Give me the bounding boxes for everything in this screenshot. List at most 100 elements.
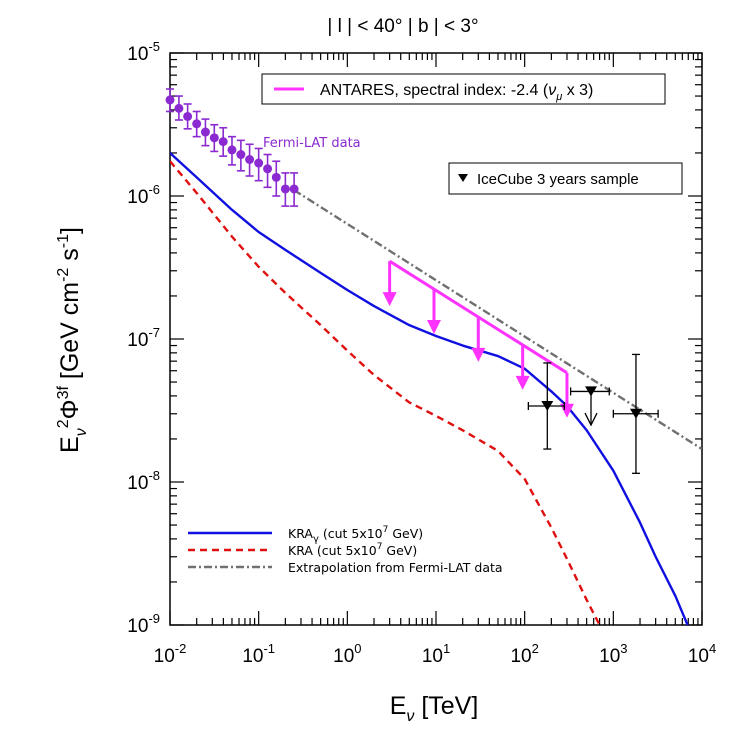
y-axis-label: Eν2Φ3f [GeV cm-2 s-1] [55,227,90,453]
icecube-legend-label: IceCube 3 years sample [477,171,639,188]
y-tick-label: 10-9 [127,611,160,637]
antares-arrow-head [515,375,530,390]
fermi-point [183,111,193,121]
x-tick-base: 10 [333,646,354,667]
x-tick-exp: 1 [443,641,450,656]
icecube-points [527,353,659,474]
legend-rest: (cut 5x10 [313,543,377,558]
x-axis-label: Eν [TeV] [390,692,479,725]
antares-legend-label: ANTARES, spectral index: -2.4 (νμ x 3) [320,82,593,103]
axis-ticks [169,52,703,626]
y-axis-label-group: Eν2Φ3f [GeV cm-2 s-1] [55,227,90,453]
x-tick-base: 10 [688,646,709,667]
y-label-s: s [56,248,84,267]
fermi-point [165,95,175,105]
x-tick-exp: 0 [354,641,361,656]
fermi-point [271,172,281,182]
x-tick-base: 10 [422,646,443,667]
icecube-marker [541,400,554,411]
legend-label-2: Extrapolation from Fermi-LAT data [288,560,503,575]
legend-name: KRA [288,543,313,558]
x-tick-label: 10-1 [242,641,275,667]
x-tick-label: 101 [422,641,450,667]
x-tick-base: 10 [599,646,620,667]
antares-upper-limit [382,259,574,418]
plot-border [169,52,703,626]
antares-legend-nu: ν [548,82,556,99]
fermi-point [227,145,237,155]
legend-label-1: KRA (cut 5x107 GeV) [288,542,417,558]
fermi-point [200,127,210,137]
x-tick-base: 10 [154,646,175,667]
antares-legend-text: ANTARES, spectral index: -2.4 ( [320,82,549,99]
chart-title: | l | < 40° | b | < 3° [327,16,478,37]
fermi-point [263,164,273,174]
icecube-ul-head [584,412,598,427]
y-tick-base: 10 [127,473,148,494]
x-tick-exp: 2 [532,641,539,656]
fermi-point [192,119,202,129]
x-tick-exp: -1 [263,641,275,656]
x-tick-label: 102 [510,641,538,667]
legend-name: Extrapolation from Fermi-LAT data [288,560,503,575]
y-tick-exp: -7 [148,325,160,340]
x-tick-label: 100 [333,641,361,667]
fermi-point [254,158,264,168]
x-tick-exp: 4 [709,641,716,656]
legend-label-0: KRAγ (cut 5x107 GeV) [288,525,423,545]
y-tick-labels: 10-910-810-710-610-5 [127,39,160,637]
fermi-point [174,103,184,113]
x-tick-base: 10 [510,646,531,667]
antares-legend-tail: x 3) [562,82,593,99]
antares-arrow-head [382,292,397,307]
fermi-point [280,184,290,194]
fermi-point [218,137,228,147]
y-label-e: E [56,436,84,453]
icecube-legend-box [448,162,683,195]
y-label-3f: 3f [55,386,72,400]
y-tick-exp: -5 [148,39,160,54]
icecube-marker [585,386,598,397]
x-tick-label: 10-2 [154,641,187,667]
icecube-legend-marker [458,174,468,182]
y-label-m2: -2 [55,268,72,282]
y-tick-label: 10-7 [127,325,160,351]
fermi-point [209,133,219,143]
series-line-2 [293,189,702,451]
fermi-lat-label: Fermi-LAT data [263,136,361,151]
legend-exp: 7 [377,542,383,552]
series-layer [170,152,702,625]
y-tick-base: 10 [127,44,148,65]
plot-frame [169,52,703,626]
y-label-m1: -1 [55,234,72,248]
y-tick-exp: -9 [148,611,160,626]
y-tick-label: 10-8 [127,468,160,494]
legend-sub: γ [313,534,319,545]
x-tick-labels: 10-2 10-1 100 101 102 103 104 [154,641,717,667]
y-label-unit: [GeV cm [56,282,84,386]
fermi-point [236,150,246,160]
y-tick-label: 10-6 [127,182,160,208]
fermi-point [245,154,255,164]
antares-legend-box [261,73,666,105]
y-label-nu: ν [73,428,90,436]
y-label-close: ] [56,227,84,234]
series-line-1 [170,160,601,625]
antares-arrow-head [426,320,441,335]
y-label-2: 2 [55,419,72,428]
legend-exp: 7 [383,525,389,535]
y-tick-base: 10 [127,616,148,637]
icecube-marker [629,408,642,419]
legend-tail: GeV) [388,526,423,541]
x-tick-base: 10 [242,646,263,667]
y-tick-exp: -6 [148,182,160,197]
x-tick-label: 104 [688,641,716,667]
fermi-lat-points [165,88,299,207]
series-line-0 [170,152,689,625]
y-tick-label: 10-5 [127,39,160,65]
antares-legend-mu: μ [555,91,562,103]
x-axis-label-e: E [390,692,407,720]
x-axis-label-nu: ν [406,708,414,725]
legend-name: KRA [288,526,313,541]
icecube-legend: IceCube 3 years sample [448,162,683,195]
